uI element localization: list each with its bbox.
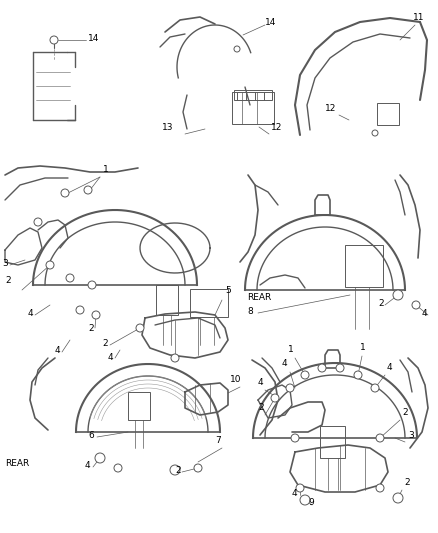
Circle shape	[299, 495, 309, 505]
Text: 2: 2	[88, 324, 93, 333]
Circle shape	[233, 46, 240, 52]
Text: 8: 8	[247, 307, 252, 316]
Bar	[190, 289, 227, 317]
Text: 4: 4	[291, 489, 297, 498]
Text: 4: 4	[281, 359, 287, 368]
Text: 4: 4	[28, 309, 34, 318]
Text: 11: 11	[412, 13, 424, 22]
Bar	[231, 92, 273, 124]
Circle shape	[76, 306, 84, 314]
Text: 12: 12	[324, 104, 336, 113]
Text: 2: 2	[102, 339, 107, 348]
Circle shape	[136, 324, 144, 332]
Text: 2: 2	[5, 276, 11, 285]
Text: 6: 6	[88, 431, 94, 440]
Circle shape	[194, 464, 201, 472]
Bar	[155, 285, 177, 315]
Text: 1: 1	[103, 165, 109, 174]
Text: 3: 3	[407, 431, 413, 440]
Text: 3: 3	[2, 259, 8, 268]
Circle shape	[66, 274, 74, 282]
Circle shape	[392, 290, 402, 300]
Circle shape	[370, 384, 378, 392]
Circle shape	[270, 394, 279, 402]
Circle shape	[353, 371, 361, 379]
Text: 1: 1	[287, 345, 293, 354]
Text: 4: 4	[258, 378, 263, 387]
Text: 4: 4	[85, 461, 90, 470]
Text: 2: 2	[401, 408, 407, 417]
Circle shape	[170, 465, 180, 475]
Circle shape	[392, 493, 402, 503]
Circle shape	[92, 311, 100, 319]
Bar	[376, 103, 398, 125]
Text: 4: 4	[108, 353, 113, 362]
Bar	[344, 245, 382, 287]
Circle shape	[61, 189, 69, 197]
Text: 9: 9	[307, 498, 313, 507]
Circle shape	[88, 281, 96, 289]
Text: 12: 12	[270, 123, 282, 132]
Circle shape	[290, 434, 298, 442]
Circle shape	[46, 261, 54, 269]
Circle shape	[335, 364, 343, 372]
Circle shape	[34, 218, 42, 226]
Text: 4: 4	[386, 363, 392, 372]
Bar	[319, 426, 344, 458]
Text: 2: 2	[258, 403, 263, 412]
Circle shape	[285, 384, 293, 392]
Bar	[233, 90, 272, 100]
Circle shape	[50, 36, 58, 44]
Text: 13: 13	[162, 123, 173, 132]
Circle shape	[114, 464, 122, 472]
Text: 2: 2	[403, 478, 409, 487]
Circle shape	[411, 301, 419, 309]
Circle shape	[371, 130, 377, 136]
Text: REAR: REAR	[247, 293, 271, 302]
Text: 7: 7	[215, 436, 220, 445]
Text: 2: 2	[377, 299, 383, 308]
Text: 2: 2	[175, 466, 180, 475]
Circle shape	[317, 364, 325, 372]
Text: 14: 14	[88, 34, 99, 43]
Bar	[128, 392, 150, 420]
Text: 10: 10	[230, 375, 241, 384]
Text: 14: 14	[265, 18, 276, 27]
Circle shape	[375, 484, 383, 492]
Circle shape	[375, 434, 383, 442]
Circle shape	[95, 453, 105, 463]
Text: 5: 5	[225, 286, 230, 295]
Circle shape	[171, 354, 179, 362]
Text: REAR: REAR	[5, 459, 29, 468]
Text: 4: 4	[55, 346, 60, 355]
Circle shape	[84, 186, 92, 194]
Text: 1: 1	[359, 343, 365, 352]
Circle shape	[295, 484, 303, 492]
Circle shape	[300, 371, 308, 379]
Text: 4: 4	[421, 309, 427, 318]
